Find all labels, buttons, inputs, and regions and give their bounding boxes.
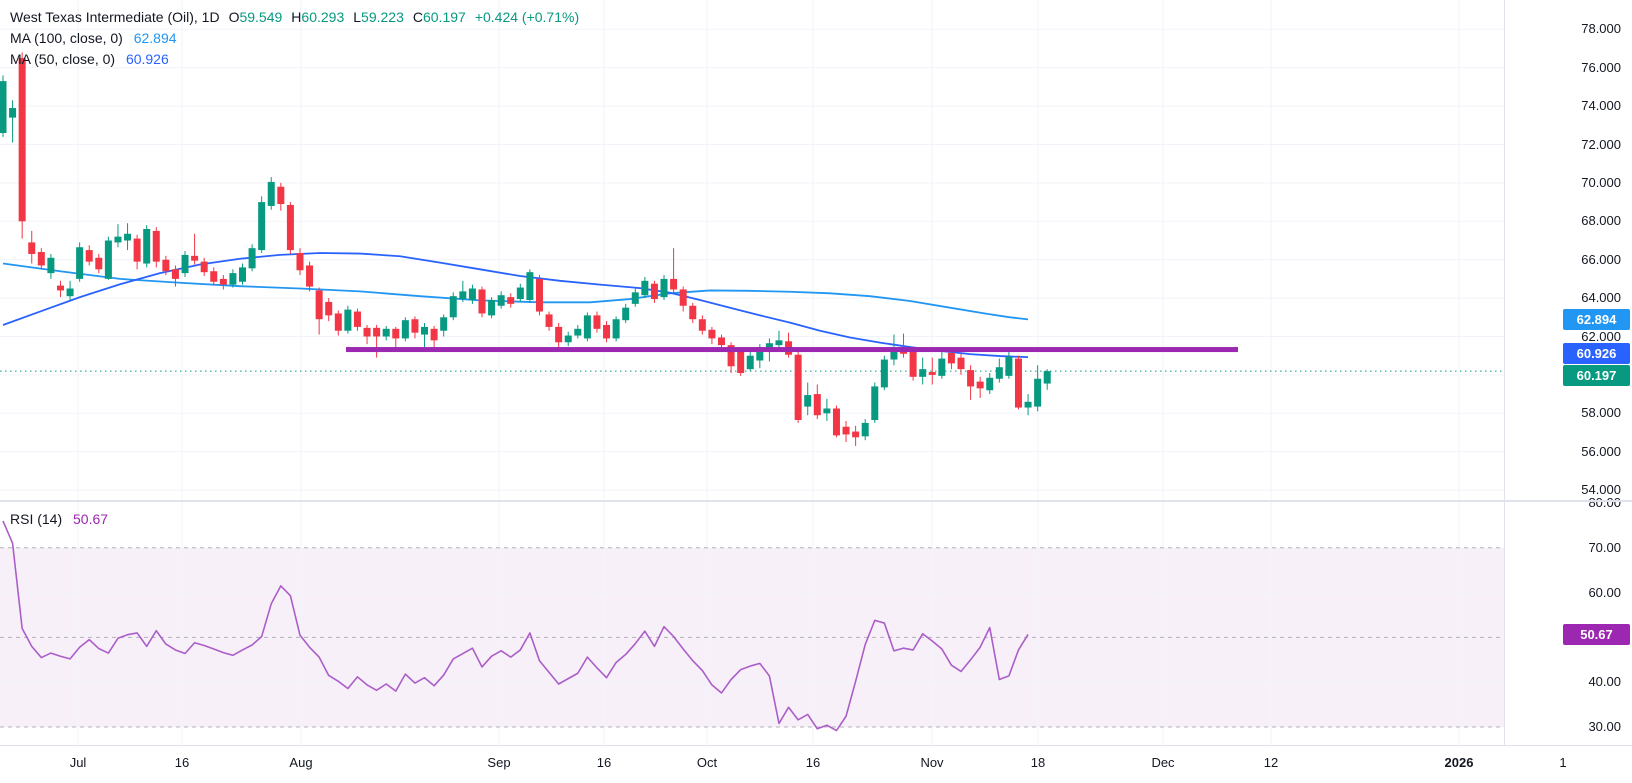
price-badge: 62.894 xyxy=(1563,308,1630,330)
symbol-title: West Texas Intermediate (Oil), 1D xyxy=(10,9,220,25)
price-badge: 60.926 xyxy=(1563,342,1630,364)
ma50-value: 60.926 xyxy=(125,51,169,67)
rsi-legend[interactable]: RSI (14) 50.67 xyxy=(10,509,108,530)
rsi-badge: 50.67 xyxy=(1563,623,1630,645)
price-legend: West Texas Intermediate (Oil), 1D O59.549… xyxy=(10,7,579,70)
rsi-label: RSI (14) xyxy=(10,511,63,527)
time-axis-label: Nov xyxy=(920,755,944,770)
rsi-axis-label: 60.00 xyxy=(1588,584,1621,600)
time-axis-label: 18 xyxy=(1030,755,1046,770)
ma50-legend-row[interactable]: MA (50, close, 0) 60.926 xyxy=(10,49,579,70)
rsi-axis-label: 30.00 xyxy=(1588,719,1621,734)
price-axis-label: 74.000 xyxy=(1581,98,1621,114)
price-badge: 60.197 xyxy=(1563,364,1630,386)
time-axis-label: 16 xyxy=(596,755,612,770)
time-scale[interactable]: Jul 16 Aug Sep 16 Oct 16 Nov 18 Dec 12 2026 1 xyxy=(0,745,1632,783)
pane-divider[interactable] xyxy=(0,500,1632,502)
time-axis-label: Aug xyxy=(289,755,313,770)
rsi-value: 50.67 xyxy=(73,511,109,527)
price-axis-label: 66.000 xyxy=(1581,251,1621,267)
rsi-pane[interactable]: RSI (14) 50.67 xyxy=(0,502,1504,745)
price-scale[interactable]: 78.000 76.000 74.000 72.000 70.000 68.000 66.0… xyxy=(1504,0,1632,745)
time-axis-label: 2026 xyxy=(1444,755,1474,770)
rsi-axis-label: 80.00 xyxy=(1588,495,1621,510)
horizontal-trendline xyxy=(346,347,1238,353)
time-axis-label: 12 xyxy=(1263,755,1279,770)
time-axis-label: 1 xyxy=(1559,755,1567,770)
price-axis-label: 56.000 xyxy=(1581,443,1621,459)
ma100-legend-row[interactable]: MA (100, close, 0) 62.894 xyxy=(10,28,579,49)
price-axis-label: 76.000 xyxy=(1581,59,1621,75)
time-axis-label: Dec xyxy=(1151,755,1175,770)
price-axis-label: 70.000 xyxy=(1581,174,1621,190)
rsi-chart-canvas[interactable] xyxy=(0,502,1504,745)
time-axis-label: 16 xyxy=(805,755,821,770)
change-value: +0.424 (+0.71%) xyxy=(474,9,580,25)
price-pane[interactable]: West Texas Intermediate (Oil), 1D O59.549… xyxy=(0,0,1504,500)
ma100-value: 62.894 xyxy=(133,30,177,46)
price-axis-label: 72.000 xyxy=(1581,136,1621,152)
price-chart-canvas[interactable] xyxy=(0,0,1504,500)
ma100-label: MA (100, close, 0) xyxy=(10,30,123,46)
price-axis-label: 62.000 xyxy=(1581,328,1621,344)
price-axis-label: 54.000 xyxy=(1581,482,1621,498)
time-axis-label: Jul xyxy=(69,755,87,770)
price-axis-label: 68.000 xyxy=(1581,213,1621,229)
price-axis-label: 64.000 xyxy=(1581,290,1621,306)
time-axis-label: Sep xyxy=(487,755,511,770)
symbol-legend-row[interactable]: West Texas Intermediate (Oil), 1D O59.549… xyxy=(10,7,579,28)
ohlc-values: O59.549 H60.293 L59.223 C60.197 xyxy=(228,9,466,25)
rsi-axis-label: 70.00 xyxy=(1588,539,1621,555)
ma50-label: MA (50, close, 0) xyxy=(10,51,116,67)
time-axis-label: Oct xyxy=(696,755,718,770)
time-axis-label: 16 xyxy=(174,755,190,770)
price-axis-label: 58.000 xyxy=(1581,405,1621,421)
rsi-axis-label: 40.00 xyxy=(1588,674,1621,690)
price-axis-label: 78.000 xyxy=(1581,21,1621,37)
